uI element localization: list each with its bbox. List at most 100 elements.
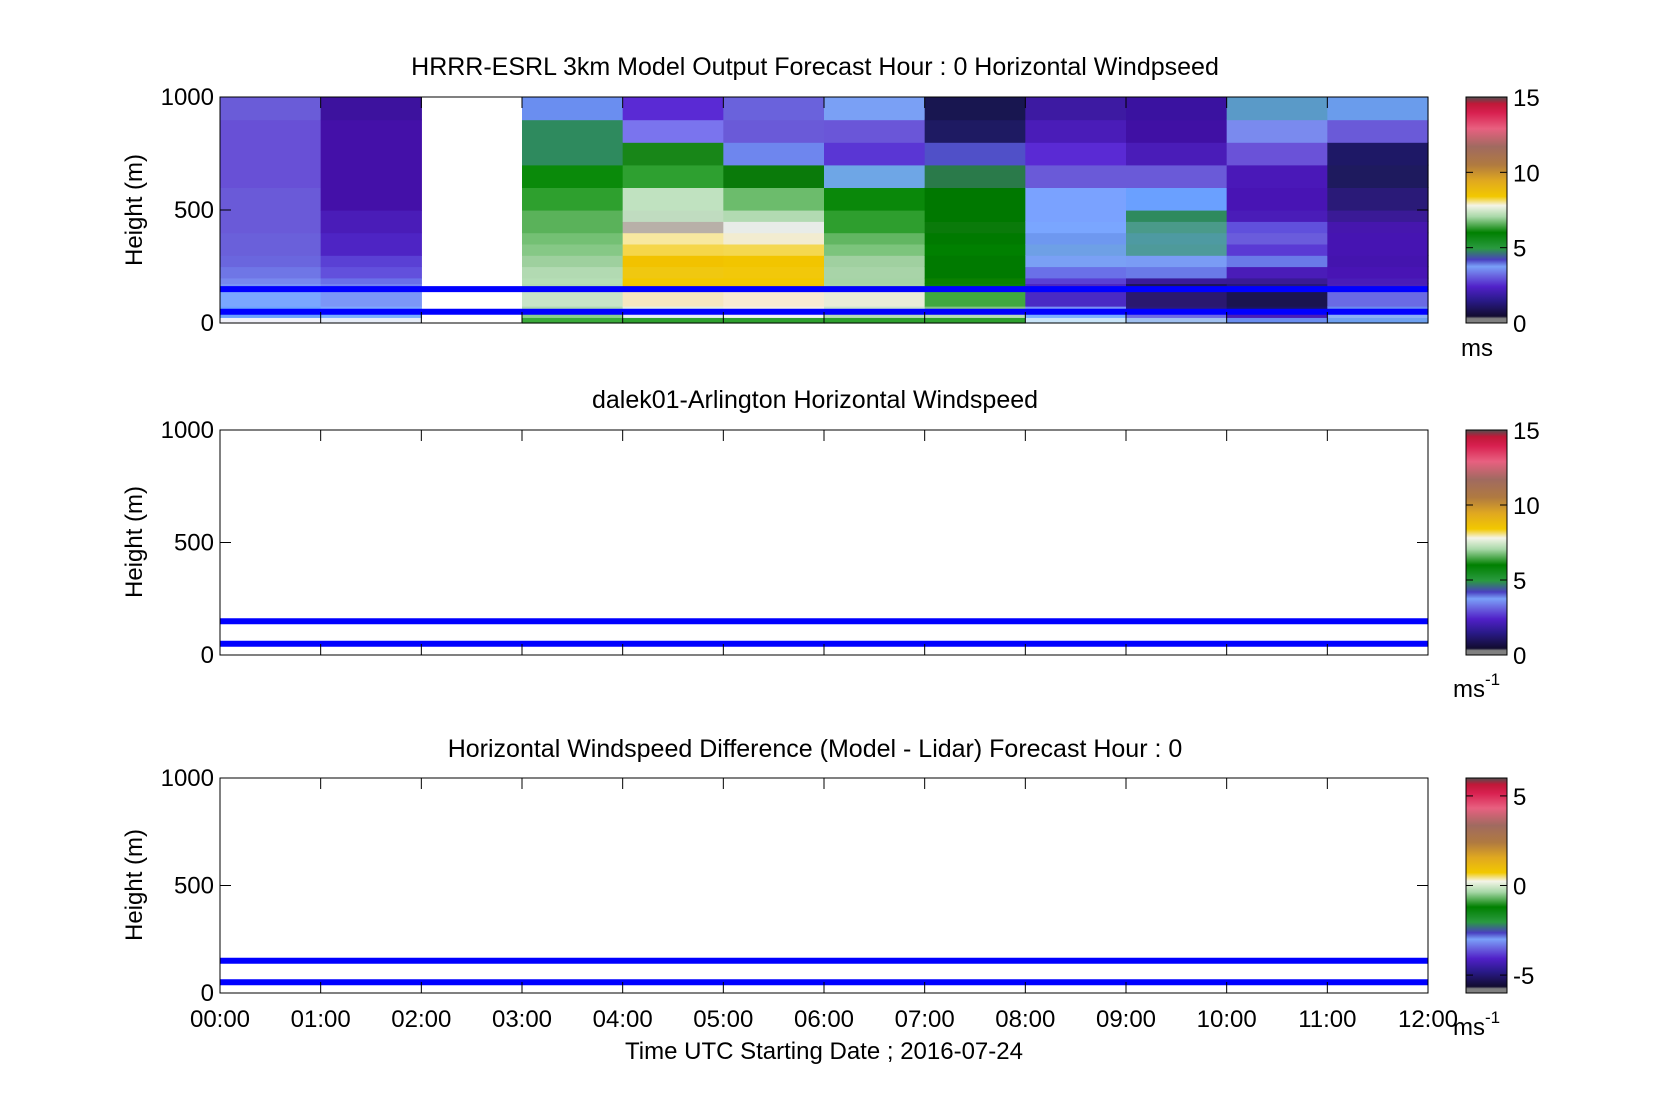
heatmap-cell bbox=[320, 266, 422, 279]
heatmap-cell bbox=[522, 266, 624, 279]
heatmap-cell bbox=[1327, 221, 1429, 234]
heatmap-cell bbox=[1226, 311, 1328, 318]
x-tick-label: 06:00 bbox=[794, 1006, 854, 1033]
heatmap-cell bbox=[824, 210, 926, 234]
heatmap-cell bbox=[1327, 210, 1429, 222]
heatmap-cell bbox=[622, 311, 724, 318]
y-axis-label: Height (m) bbox=[121, 486, 148, 598]
colorbar-tick-label: 0 bbox=[1513, 311, 1526, 338]
heatmap-cell bbox=[723, 317, 825, 324]
heatmap-cell bbox=[622, 317, 724, 324]
heatmap-cell bbox=[320, 232, 422, 256]
heatmap-cell bbox=[1126, 243, 1228, 256]
heatmap-cell bbox=[924, 311, 1026, 318]
y-tick-label: 0 bbox=[201, 980, 214, 1007]
heatmap-cell bbox=[924, 255, 1026, 268]
y-axis-label: Height (m) bbox=[121, 829, 148, 941]
heatmap-cell bbox=[522, 289, 624, 307]
panel-lidar: dalek01-Arlington Horizontal Windspeed 0… bbox=[121, 386, 1540, 703]
y-tick-label: 500 bbox=[174, 197, 214, 224]
heatmap-cell bbox=[220, 317, 322, 324]
heatmap-cell bbox=[924, 97, 1026, 121]
x-ticks: 00:00 01:00 02:00 03:00 04:00 05:00 06:00 07:00… bbox=[190, 778, 1458, 1033]
heatmap-cell bbox=[622, 164, 724, 188]
heatmap-cell bbox=[522, 187, 624, 211]
heatmap-cell bbox=[824, 255, 926, 268]
heatmap-cell bbox=[723, 221, 825, 234]
x-tick-label: 09:00 bbox=[1096, 1006, 1156, 1033]
heatmap-cell bbox=[622, 232, 724, 245]
heatmap-cell bbox=[1025, 243, 1127, 256]
heatmap-cell bbox=[924, 221, 1026, 234]
x-tick-label: 01:00 bbox=[291, 1006, 351, 1033]
heatmap-cell bbox=[1025, 317, 1127, 324]
heatmap-cell bbox=[1126, 210, 1228, 222]
heatmap-cell bbox=[320, 311, 422, 318]
heatmap-cell bbox=[824, 97, 926, 121]
x-tick-label: 11:00 bbox=[1298, 1006, 1356, 1033]
heatmap-cell bbox=[1327, 142, 1429, 166]
colorbar-unit-exponent: -1 bbox=[1485, 670, 1500, 689]
y-tick-label: 1000 bbox=[161, 417, 214, 444]
heatmap-cell bbox=[723, 187, 825, 211]
heatmap-cell bbox=[723, 210, 825, 222]
heatmap-cells bbox=[220, 97, 1429, 324]
heatmap-cell bbox=[622, 289, 724, 307]
heatmap-cell bbox=[320, 277, 422, 285]
heatmap-cell bbox=[522, 119, 624, 143]
heatmap-cell bbox=[1126, 317, 1228, 324]
heatmap-cell bbox=[723, 164, 825, 188]
heatmap-cell bbox=[1025, 277, 1127, 285]
heatmap-cell bbox=[522, 277, 624, 285]
heatmap-cell bbox=[1226, 97, 1328, 121]
heatmap-cell bbox=[522, 97, 624, 121]
heatmap-cell bbox=[220, 289, 322, 307]
heatmap-cell bbox=[1327, 289, 1429, 307]
panel-title: HRRR-ESRL 3km Model Output Forecast Hour… bbox=[411, 53, 1219, 81]
colorbar-tick-label: 15 bbox=[1513, 85, 1540, 112]
heatmap-cell bbox=[220, 255, 322, 268]
heatmap-cell bbox=[1025, 142, 1127, 166]
heatmap-cell bbox=[1126, 221, 1228, 234]
y-ticks: 0 500 1000 bbox=[161, 765, 1428, 1007]
heatmap-cell bbox=[1126, 277, 1228, 285]
heatmap-cell bbox=[622, 210, 724, 222]
heatmap-cell bbox=[1327, 119, 1429, 143]
reference-lines bbox=[220, 286, 1428, 315]
heatmap-cell bbox=[723, 97, 825, 121]
heatmap-cell bbox=[1327, 311, 1429, 318]
heatmap-cell bbox=[1327, 266, 1429, 279]
colorbar: 0 5 10 15 bbox=[1465, 85, 1540, 338]
heatmap-cell bbox=[1025, 187, 1127, 222]
colorbar-unit-base: ms bbox=[1453, 676, 1485, 703]
y-ticks: 0 500 1000 bbox=[161, 84, 1428, 337]
heatmap-cell bbox=[1126, 164, 1228, 188]
heatmap-cell bbox=[220, 119, 322, 188]
colorbar: 0 5 10 15 bbox=[1465, 418, 1540, 670]
heatmap-cell bbox=[622, 119, 724, 143]
panel-difference: Horizontal Windspeed Difference (Model -… bbox=[121, 735, 1534, 1041]
heatmap-cell bbox=[1226, 142, 1328, 166]
heatmap-cell bbox=[1126, 289, 1228, 307]
heatmap-cell bbox=[1226, 266, 1328, 279]
reference-lines bbox=[220, 957, 1428, 986]
x-tick-label: 08:00 bbox=[995, 1006, 1055, 1033]
heatmap-cell bbox=[824, 266, 926, 279]
heatmap-cell bbox=[824, 243, 926, 256]
heatmap-cell bbox=[522, 232, 624, 245]
heatmap-cell bbox=[1327, 255, 1429, 268]
heatmap-cell bbox=[1226, 232, 1328, 245]
heatmap-cell bbox=[924, 289, 1026, 307]
heatmap-cell bbox=[1226, 255, 1328, 268]
heatmap-cell bbox=[723, 232, 825, 245]
y-tick-label: 0 bbox=[201, 310, 214, 337]
heatmap-cell bbox=[1126, 255, 1228, 268]
colorbar-tick-label: 15 bbox=[1513, 418, 1540, 445]
y-axis-label: Height (m) bbox=[121, 154, 148, 266]
heatmap-cell bbox=[622, 142, 724, 166]
heatmap-cell bbox=[924, 119, 1026, 143]
colorbar: -5 0 5 bbox=[1465, 777, 1534, 994]
x-tick-label: 12:00 bbox=[1398, 1006, 1458, 1033]
heatmap-cell bbox=[622, 97, 724, 121]
heatmap-cell bbox=[824, 232, 926, 245]
